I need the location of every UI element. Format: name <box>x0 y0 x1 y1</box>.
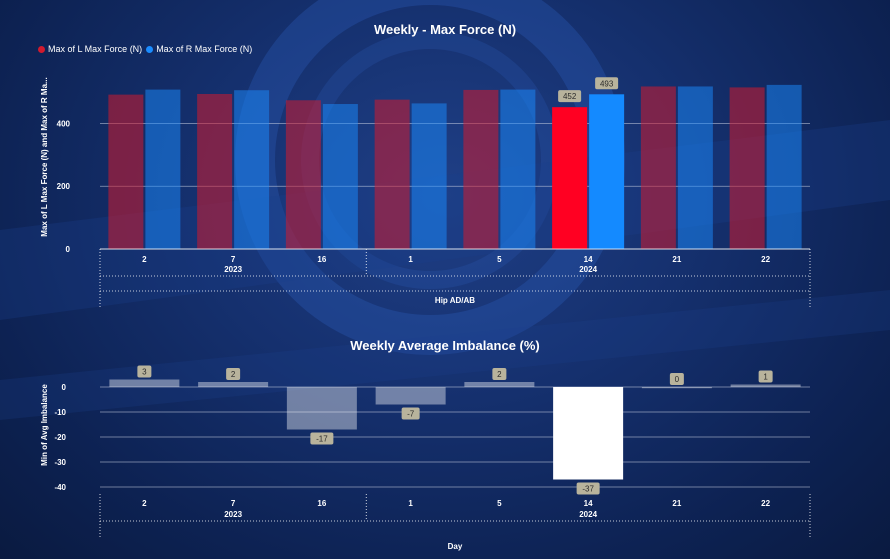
imbalance-data-label: -17 <box>316 435 328 444</box>
imbalance-data-label-box <box>226 368 241 380</box>
imbalance-data-label-box <box>669 373 684 385</box>
max-force-legend: Max of L Max Force (N) Max of R Max Forc… <box>38 44 252 54</box>
imbalance-data-label: 2 <box>231 370 236 379</box>
imbalance-x-tick-label: 16 <box>317 499 326 508</box>
imbalance-x-axis-title: Day <box>448 542 463 551</box>
force-group-label-2023: 2023 <box>224 265 242 274</box>
force-bar-right[interactable] <box>145 89 181 249</box>
imbalance-x-tick-label: 21 <box>672 499 681 508</box>
imbalance-data-label: -37 <box>582 485 594 494</box>
imbalance-y-axis-title: Min of Avg Imbalance <box>40 384 49 466</box>
imbalance-y-tick-label: -30 <box>54 458 66 467</box>
imbalance-group-label-2024: 2024 <box>579 510 597 519</box>
imbalance-y-tick-label: -10 <box>54 408 66 417</box>
imbalance-x-tick-label: 1 <box>408 499 413 508</box>
force-bar-left[interactable] <box>374 99 410 249</box>
force-bar-left[interactable] <box>197 93 233 249</box>
force-bar-left[interactable] <box>108 94 144 249</box>
force-bar-right[interactable] <box>500 89 536 249</box>
imbalance-data-label: 0 <box>675 375 680 384</box>
imbalance-bar[interactable] <box>464 382 535 387</box>
imbalance-y-tick-label: -40 <box>54 483 66 492</box>
imbalance-bar[interactable] <box>641 387 712 389</box>
force-y-tick-label: 0 <box>66 245 71 254</box>
force-bar-right[interactable] <box>322 104 358 249</box>
imbalance-x-tick-label: 2 <box>142 499 147 508</box>
force-x-tick-label: 21 <box>672 255 681 264</box>
imbalance-chart-title: Weekly Average Imbalance (%) <box>350 338 540 353</box>
force-bar-left[interactable] <box>463 89 499 250</box>
imbalance-data-label-box <box>492 368 507 380</box>
force-x-tick-label: 22 <box>761 255 770 264</box>
imbalance-bar[interactable] <box>198 382 269 387</box>
imbalance-data-label-box <box>401 407 420 420</box>
imbalance-x-tick-label: 7 <box>231 499 236 508</box>
force-bar-right[interactable] <box>589 94 625 249</box>
force-bar-left[interactable] <box>285 100 321 249</box>
force-x-tick-label: 5 <box>497 255 502 264</box>
imbalance-data-label: 3 <box>142 368 147 377</box>
force-bar-right[interactable] <box>766 84 802 250</box>
force-y-tick-label: 400 <box>57 119 71 128</box>
legend-label-right: Max of R Max Force (N) <box>156 44 253 54</box>
imbalance-data-label: 2 <box>497 370 502 379</box>
imbalance-bar[interactable] <box>375 387 446 405</box>
imbalance-x-tick-label: 14 <box>584 499 593 508</box>
force-data-label-box <box>595 77 619 90</box>
imbalance-data-label: 1 <box>763 373 768 382</box>
force-x-tick-label: 14 <box>584 255 593 264</box>
imbalance-data-label-box <box>576 482 600 495</box>
imbalance-bar[interactable] <box>286 387 357 430</box>
imbalance-y-tick-label: 0 <box>62 383 67 392</box>
force-x-axis-title: Hip AD/AB <box>435 296 475 305</box>
imbalance-data-label-box <box>758 370 773 383</box>
max-force-chart-title: Weekly - Max Force (N) <box>373 22 517 37</box>
force-y-tick-label: 200 <box>57 182 71 191</box>
imbalance-data-label-box <box>310 432 334 445</box>
legend-label-left: Max of L Max Force (N) <box>48 44 143 54</box>
force-bar-right[interactable] <box>411 103 447 250</box>
imbalance-bar[interactable] <box>730 384 801 388</box>
force-group-label-2024: 2024 <box>579 265 597 274</box>
force-bar-left[interactable] <box>729 87 765 250</box>
force-bar-right[interactable] <box>677 86 713 249</box>
imbalance-y-tick-label: -20 <box>54 433 66 442</box>
imbalance-data-label-box <box>137 365 152 378</box>
imbalance-bar[interactable] <box>109 379 180 388</box>
force-x-tick-label: 16 <box>317 255 326 264</box>
legend-item-right[interactable]: Max of R Max Force (N) <box>146 44 252 54</box>
imbalance-x-tick-label: 22 <box>761 499 770 508</box>
force-bar-right[interactable] <box>234 90 270 249</box>
force-data-label: 493 <box>600 79 614 88</box>
imbalance-x-tick-label: 5 <box>497 499 502 508</box>
force-x-tick-label: 2 <box>142 255 147 264</box>
force-y-axis-title: Max of L Max Force (N) and Max of R Ma..… <box>40 77 49 236</box>
force-data-label: 452 <box>563 92 577 101</box>
imbalance-data-label: -7 <box>407 410 415 419</box>
legend-marker-right <box>146 45 154 53</box>
force-x-tick-label: 7 <box>231 255 236 264</box>
force-bar-left[interactable] <box>552 107 588 249</box>
legend-item-left[interactable]: Max of L Max Force (N) <box>38 44 142 54</box>
imbalance-group-label-2023: 2023 <box>224 510 242 519</box>
imbalance-bar[interactable] <box>553 387 624 480</box>
force-bar-left[interactable] <box>640 86 676 249</box>
force-x-tick-label: 1 <box>408 255 413 264</box>
legend-marker-left <box>38 45 45 53</box>
force-data-label-box <box>558 90 582 103</box>
